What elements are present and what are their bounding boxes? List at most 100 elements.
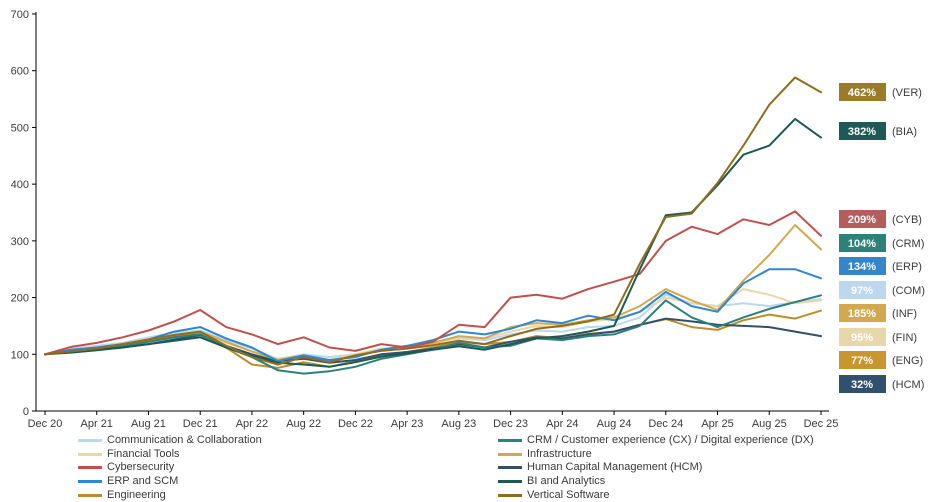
badge-code-label: (INF) [892, 308, 917, 320]
x-axis-label: Aug 23 [441, 418, 476, 430]
badge-code-label: (VER) [892, 87, 922, 99]
badge-pct-label: 104% [848, 238, 876, 250]
x-axis-label: Dec 25 [804, 418, 839, 430]
legend-label-erp: ERP and SCM [107, 475, 179, 488]
legend-item-erp: ERP and SCM [78, 475, 262, 489]
legend-swatch-crm [498, 439, 522, 443]
badge-pct-label: 32% [851, 379, 873, 391]
x-axis-label: Aug 21 [131, 418, 166, 430]
x-axis-label: Apr 22 [236, 418, 268, 430]
badge-pct-label: 97% [851, 285, 873, 297]
legend-label-inf: Infrastructure [527, 447, 592, 460]
badge-rect [839, 375, 886, 393]
legend-swatch-bia [498, 480, 522, 484]
legend-swatch-cyb [78, 466, 102, 470]
y-axis-label: 100 [11, 349, 29, 361]
series-line-ver [44, 76, 822, 366]
badge-rect [839, 257, 886, 275]
badge-pct-label: 77% [851, 355, 873, 367]
badge-code-label: (FIN) [892, 332, 917, 344]
legend-item-hcm: Human Capital Management (HCM) [498, 461, 814, 475]
legend-swatch-hcm [498, 466, 522, 470]
legend-swatch-eng [78, 493, 102, 497]
badge-pct-label: 209% [848, 214, 876, 226]
legend-swatch-ver [498, 493, 522, 497]
legend-label-eng: Engineering [107, 488, 166, 501]
badge-pct-label: 134% [848, 261, 876, 273]
legend-item-eng: Engineering [78, 488, 262, 502]
legend-item-inf: Infrastructure [498, 448, 814, 462]
series-badge-cyb: 209% (CYB) [839, 210, 922, 228]
legend-item-ver: Vertical Software [498, 488, 814, 502]
y-axis-label: 600 [11, 66, 29, 78]
legend-swatch-com [78, 439, 102, 443]
legend-swatch-erp [78, 480, 102, 484]
badge-pct-label: 185% [848, 308, 876, 320]
badge-code-label: (COM) [892, 285, 925, 297]
legend-label-ver: Vertical Software [527, 488, 610, 501]
legend-label-hcm: Human Capital Management (HCM) [527, 461, 703, 474]
series-line-bia [44, 117, 822, 368]
badge-code-label: (ERP) [892, 261, 922, 273]
series-badge-com: 97% (COM) [839, 281, 925, 299]
series-badge-crm: 104% (CRM) [839, 234, 924, 252]
badge-pct-label: 462% [848, 87, 876, 99]
badge-code-label: (ENG) [892, 355, 923, 367]
legend-item-com: Communication & Collaboration [78, 434, 262, 448]
legend-item-fin: Financial Tools [78, 448, 262, 462]
legend-label-com: Communication & Collaboration [107, 434, 262, 447]
badge-rect [839, 83, 886, 101]
x-axis-label: Dec 21 [183, 418, 218, 430]
badge-rect [839, 122, 886, 140]
legend-item-crm: CRM / Customer experience (CX) / Digital… [498, 434, 814, 448]
series-badge-hcm: 32% (HCM) [839, 375, 924, 393]
legend-label-fin: Financial Tools [107, 447, 180, 460]
series-badge-erp: 134% (ERP) [839, 257, 922, 275]
x-axis-label: Apr 24 [546, 418, 578, 430]
series-line-eng [44, 309, 822, 369]
series-badge-bia: 382% (BIA) [839, 122, 917, 140]
x-axis-label: Dec 24 [648, 418, 683, 430]
legend-column-right: CRM / Customer experience (CX) / Digital… [498, 434, 814, 502]
legend-item-cyb: Cybersecurity [78, 461, 262, 475]
y-axis-label: 700 [11, 9, 29, 21]
legend-item-bia: BI and Analytics [498, 475, 814, 489]
badge-rect [839, 210, 886, 228]
badge-rect [839, 328, 886, 346]
legend-label-bia: BI and Analytics [527, 475, 606, 488]
x-axis-label: Apr 25 [701, 418, 733, 430]
legend-label-cyb: Cybersecurity [107, 461, 175, 474]
x-axis-label: Aug 24 [597, 418, 632, 430]
x-axis-label: Aug 22 [286, 418, 321, 430]
series-badge-eng: 77% (ENG) [839, 351, 923, 369]
badge-code-label: (HCM) [892, 379, 924, 391]
series-badge-inf: 185% (INF) [839, 304, 917, 322]
legend-swatch-inf [498, 452, 522, 456]
y-axis-label: 0 [23, 406, 29, 418]
series-line-hcm [44, 317, 822, 364]
badge-rect [839, 351, 886, 369]
x-axis-label: Dec 20 [28, 418, 63, 430]
x-axis-label: Aug 25 [752, 418, 787, 430]
legend-column-left: Communication & Collaboration Financial T… [78, 434, 262, 502]
badge-rect [839, 234, 886, 252]
chart-canvas: 0 100 200 300 400 500 600 700 Dec 20 Apr 21 Aug 21… [11, 9, 925, 430]
series-badge-ver: 462% (VER) [839, 83, 922, 101]
badge-code-label: (BIA) [892, 126, 917, 138]
x-axis-label: Dec 22 [338, 418, 373, 430]
x-axis-label: Dec 23 [493, 418, 528, 430]
badge-rect [839, 304, 886, 322]
badge-pct-label: 382% [848, 126, 876, 138]
series-badge-fin: 95% (FIN) [839, 328, 917, 346]
legend-label-crm: CRM / Customer experience (CX) / Digital… [527, 434, 814, 447]
legend-swatch-fin [78, 452, 102, 456]
y-axis-label: 200 [11, 293, 29, 305]
badge-code-label: (CYB) [892, 214, 922, 226]
series-line-erp [44, 268, 822, 363]
series-line-cyb [44, 210, 822, 356]
y-axis-label: 300 [11, 236, 29, 248]
y-axis-label: 400 [11, 179, 29, 191]
badge-pct-label: 95% [851, 332, 873, 344]
y-axis-label: 500 [11, 122, 29, 134]
